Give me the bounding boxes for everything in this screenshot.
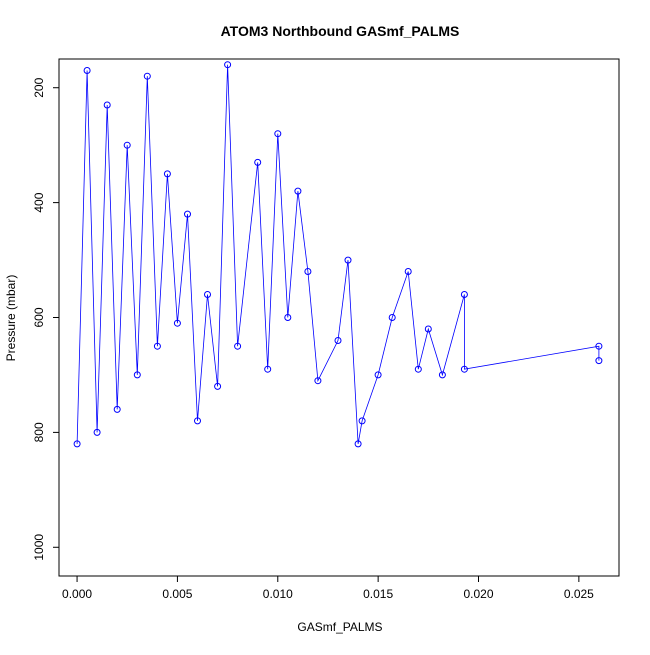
data-point xyxy=(424,325,432,333)
y-tick-label: 800 xyxy=(32,422,46,442)
x-tick-label: 0.005 xyxy=(162,587,192,601)
data-point xyxy=(184,210,191,218)
x-tick-label: 0.020 xyxy=(463,587,493,601)
plot-area xyxy=(73,61,603,448)
x-tick-label: 0.010 xyxy=(263,587,293,601)
data-point xyxy=(163,170,171,178)
data-point xyxy=(254,158,262,166)
x-axis-label: GASmf_PALMS xyxy=(297,620,382,634)
series-line xyxy=(76,64,600,444)
data-point xyxy=(284,314,292,321)
data-point xyxy=(595,342,603,350)
data-point xyxy=(314,377,322,385)
plot-frame xyxy=(58,58,620,577)
data-point xyxy=(83,67,91,74)
data-point xyxy=(414,365,422,373)
data-point xyxy=(113,405,121,413)
data-point xyxy=(214,382,222,390)
x-tick-label: 0.025 xyxy=(564,587,594,601)
data-point xyxy=(460,291,468,298)
y-axis-label: Pressure (mbar) xyxy=(4,275,18,362)
chart-title: ATOM3 Northbound GASmf_PALMS xyxy=(221,23,460,39)
data-point xyxy=(404,268,412,275)
data-point xyxy=(304,268,312,275)
x-tick-label: 0.000 xyxy=(62,587,92,601)
data-point xyxy=(234,342,242,350)
data-point xyxy=(153,342,161,350)
axes: 0.000 0.005 0.010 0.015 0.020 0.025 200 400 600 8… xyxy=(32,77,594,601)
data-point xyxy=(93,428,101,436)
data-point xyxy=(334,337,342,344)
data-point xyxy=(204,291,211,298)
y-tick-label: 1000 xyxy=(32,534,46,561)
data-point xyxy=(344,256,352,264)
y-tick-label: 600 xyxy=(32,307,46,327)
data-point xyxy=(73,440,81,448)
x-tick-label: 0.015 xyxy=(363,587,393,601)
data-point xyxy=(133,371,141,379)
data-point xyxy=(438,371,446,379)
data-point xyxy=(143,72,151,80)
y-tick-label: 200 xyxy=(32,77,46,97)
data-point xyxy=(358,417,366,425)
data-point xyxy=(173,319,181,327)
data-point xyxy=(224,61,232,69)
data-point xyxy=(460,365,468,373)
data-point xyxy=(264,365,272,373)
data-point xyxy=(194,417,201,425)
data-point xyxy=(374,371,382,379)
data-point xyxy=(595,357,603,365)
y-tick-label: 400 xyxy=(32,192,46,212)
data-point xyxy=(103,101,111,109)
data-point xyxy=(354,440,362,448)
data-point xyxy=(294,187,302,195)
data-point xyxy=(388,314,396,321)
data-point xyxy=(274,130,282,138)
data-point xyxy=(123,141,131,149)
